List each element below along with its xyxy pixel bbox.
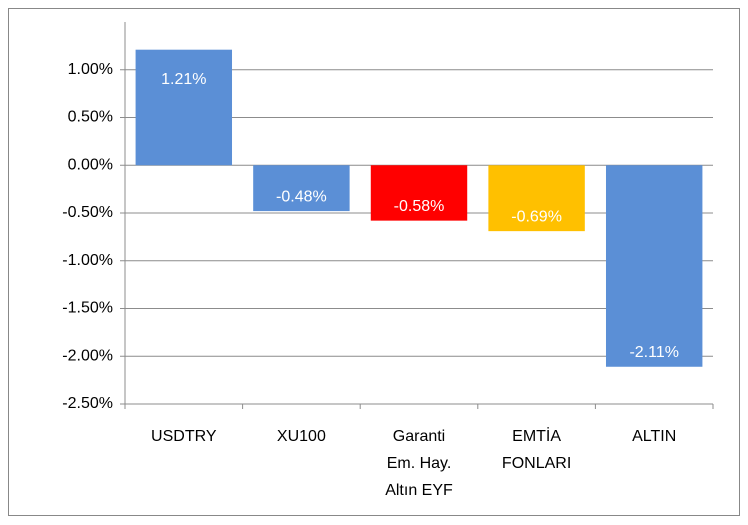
y-tick-label: 0.00%: [68, 156, 113, 173]
bar: [370, 165, 468, 221]
bar: [488, 165, 585, 232]
y-tick-label: 1.00%: [68, 61, 113, 78]
x-tick-label: EMTİA FONLARI: [501, 428, 572, 472]
value-label: -0.69%: [511, 208, 562, 225]
y-tick-label: -2.50%: [62, 395, 113, 412]
y-tick-label: -1.50%: [62, 300, 113, 317]
bar: [253, 165, 350, 212]
y-tick-label: -0.50%: [62, 204, 113, 221]
value-label: -0.58%: [394, 198, 445, 215]
value-label: -0.48%: [276, 188, 327, 205]
x-tick-label: USDTRY: [151, 428, 217, 445]
bar: [135, 49, 233, 166]
x-tick-label: XU100: [276, 428, 326, 445]
y-tick-label: 0.50%: [68, 109, 113, 126]
value-label: -2.11%: [629, 344, 679, 361]
x-tick-label: ALTIN: [632, 428, 677, 445]
x-tick-label: Garanti Em. Hay. Altın EYF: [385, 428, 453, 499]
value-label: 1.21%: [161, 71, 206, 88]
y-tick-label: -2.00%: [62, 347, 113, 364]
y-tick-label: -1.00%: [62, 252, 113, 269]
bar: [605, 165, 703, 367]
